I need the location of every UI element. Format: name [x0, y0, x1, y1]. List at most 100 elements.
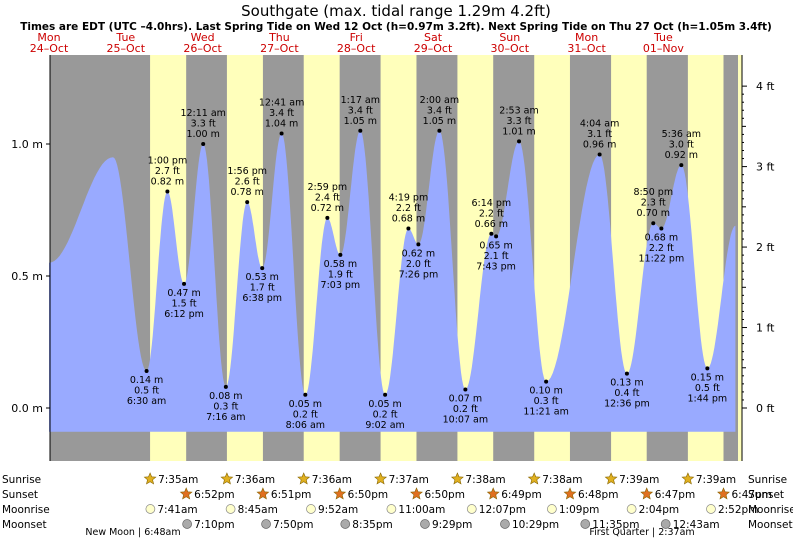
day-date: 27–Oct: [260, 42, 299, 55]
sunrise-time: 7:39am: [696, 474, 736, 486]
day-of-week: Sun: [499, 31, 520, 44]
tide-label: 0.68 m: [645, 232, 678, 243]
tide-label: 3.3 ft: [507, 116, 532, 127]
moonrise-icon: [306, 504, 316, 514]
moonset-time: 7:50pm: [273, 519, 313, 531]
sunset-icon: [640, 487, 654, 500]
tide-label: 1.5 ft: [172, 298, 197, 309]
tide-label: 0.58 m: [324, 259, 357, 270]
sunset-icon: [563, 487, 577, 500]
footer-row-label: Moonrise: [2, 504, 50, 516]
tide-point: [679, 163, 684, 168]
moonrise-icon: [547, 504, 557, 514]
sunset-icon: [256, 487, 270, 500]
moonrise-time: 2:52pm: [718, 504, 758, 516]
moonset-icon: [340, 519, 351, 529]
tide-point: [383, 392, 388, 397]
tide-label: 0.2 ft: [293, 409, 318, 420]
tide-label: 6:14 pm: [472, 198, 512, 209]
tide-label: 1.04 m: [265, 118, 298, 129]
moonset-time: 7:10pm: [194, 519, 234, 531]
tide-label: 0.66 m: [475, 219, 508, 230]
right-tick-label: 3 ft: [756, 161, 775, 174]
sunrise-time: 7:38am: [465, 474, 505, 486]
tide-label: 7:16 am: [206, 412, 245, 423]
tide-label: 0.65 m: [479, 240, 512, 251]
tide-label: 0.05 m: [368, 399, 401, 410]
tide-label: 8:50 pm: [633, 187, 673, 198]
tide-label: 6:30 am: [127, 396, 166, 407]
moonrise-time: 2:04pm: [639, 504, 679, 516]
tide-label: 0.78 m: [230, 187, 263, 198]
sunset-time: 6:51pm: [271, 489, 311, 501]
day-date: 24–Oct: [30, 42, 69, 55]
tide-label: 1.01 m: [502, 126, 535, 137]
tide-label: 10:07 am: [443, 415, 488, 426]
moonset-icon: [580, 519, 591, 529]
moonset-time: 10:29pm: [512, 519, 559, 531]
sunrise-icon: [220, 472, 234, 485]
footer-row-label: Sunset: [748, 489, 784, 501]
moonrise-time: 1:09pm: [559, 504, 599, 516]
tide-label: 0.53 m: [246, 272, 279, 283]
tide-label: 2.3 ft: [641, 198, 666, 209]
tide-label: 7:03 pm: [321, 280, 361, 291]
tide-label: 3.3 ft: [191, 119, 216, 130]
tide-label: 0.3 ft: [534, 396, 559, 407]
moon-phase-new: New Moon | 6:48am: [85, 527, 180, 538]
tide-label: 1:44 pm: [688, 393, 728, 404]
moonrise-time: 7:41am: [157, 504, 197, 516]
footer-row-label: Sunset: [2, 489, 38, 501]
tide-point: [651, 221, 656, 226]
tide-label: 1:56 pm: [227, 166, 267, 177]
tide-label: 1.9 ft: [328, 269, 353, 280]
moonset-time: 11:35pm: [592, 519, 639, 531]
tide-curve: [49, 130, 736, 432]
tide-label: 7:43 pm: [476, 261, 516, 272]
moonrise-time: 11:00am: [398, 504, 445, 516]
sunset-icon: [179, 487, 193, 500]
tide-label: 0.72 m: [311, 203, 344, 214]
tide-point: [416, 242, 421, 247]
tide-label: 2.2 ft: [479, 208, 504, 219]
tide-label: 1:17 am: [341, 95, 380, 106]
tide-label: 2:53 am: [499, 105, 538, 116]
tide-label: 1.05 m: [344, 116, 377, 127]
sunset-time: 6:49pm: [501, 489, 541, 501]
tide-label: 1:00 pm: [148, 156, 188, 167]
moonrise-time: 12:07pm: [479, 504, 526, 516]
moonset-icon: [660, 519, 671, 529]
sunrise-time: 7:39am: [619, 474, 659, 486]
tide-label: 2.1 ft: [484, 251, 509, 262]
moonset-time: 8:35pm: [352, 519, 392, 531]
tide-label: 2.0 ft: [406, 259, 431, 270]
sunrise-icon: [450, 472, 464, 485]
tide-label: 5:36 am: [662, 129, 701, 140]
day-of-week: Thu: [268, 31, 290, 44]
tide-label: 0.5 ft: [134, 386, 159, 397]
day-date: 29–Oct: [414, 42, 453, 55]
footer-row-label: Sunrise: [2, 474, 41, 486]
chart-subtitle: Times are EDT (UTC –4.0hrs). Last Spring…: [20, 21, 772, 33]
tide-label: 0.5 ft: [695, 383, 720, 394]
moonrise-time: 8:45am: [238, 504, 278, 516]
left-tick-label: 0.0 m: [11, 402, 43, 415]
tide-label: 8:06 am: [286, 420, 325, 431]
moonrise-icon: [386, 504, 397, 514]
tide-label: 1.05 m: [423, 116, 456, 127]
footer-row-label: Moonset: [2, 519, 47, 531]
tide-label: 2.7 ft: [155, 166, 180, 177]
tide-area: [49, 130, 736, 432]
moonset-time: 12:43am: [673, 519, 720, 531]
sunrise-icon: [681, 472, 695, 485]
sunset-time: 6:50pm: [348, 489, 388, 501]
tide-point: [517, 139, 522, 144]
tide-point: [544, 379, 549, 384]
tide-point: [201, 142, 206, 146]
tide-point: [325, 215, 330, 220]
right-tick-label: 0 ft: [756, 402, 775, 415]
tide-label: 4:19 pm: [389, 192, 429, 203]
tide-label: 0.47 m: [167, 288, 200, 299]
moonset-time: 9:29pm: [432, 519, 472, 531]
moon-phase-first-quarter: First Quarter | 2:37am: [589, 527, 694, 538]
